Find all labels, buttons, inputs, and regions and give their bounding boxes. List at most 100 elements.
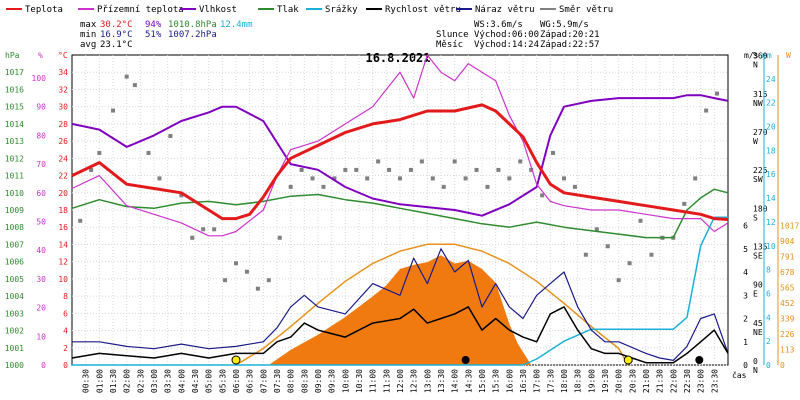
tick-mm-16: 16 — [766, 170, 776, 179]
wind-direction-point — [89, 167, 94, 172]
stat-sun-label: Slunce — [436, 30, 469, 40]
tick-ms-0: 0 — [743, 361, 748, 370]
wind-direction-point — [715, 91, 720, 96]
tick-dir-name-4: S — [753, 213, 758, 222]
tick-hpa-1000: 1000 — [5, 361, 24, 370]
tick-time-25: 13:00 — [423, 369, 432, 393]
wind-direction-point — [474, 167, 479, 172]
tick-time-32: 16:30 — [519, 369, 528, 393]
tick-dir-deg-225: 225 — [753, 166, 768, 175]
tick-celsius-0: 0 — [63, 361, 68, 370]
chart-title: 16.8.2021 — [365, 51, 430, 65]
wind-direction-point — [562, 176, 566, 181]
axis-unit-headers: hPa % °C ° m/s mm W čas — [5, 51, 791, 380]
legend-label-vlhkost: Vlhkost — [199, 5, 237, 15]
tick-time-20: 10:30 — [355, 369, 364, 393]
wind-direction-point — [146, 150, 151, 155]
tick-percent-30: 30 — [36, 275, 46, 284]
tick-time-39: 20:00 — [615, 369, 624, 393]
tick-hpa-1014: 1014 — [5, 120, 24, 129]
tick-mm-18: 18 — [766, 146, 776, 155]
stat-max-hum: 94% — [145, 20, 162, 30]
wind-direction-point — [485, 184, 490, 189]
wind-direction-point — [310, 176, 315, 181]
tick-wm2-0: 0 — [780, 361, 785, 370]
tick-ms-1: 1 — [743, 338, 748, 347]
stat-avg-label: avg — [80, 40, 96, 50]
tick-dir-deg-180: 180 — [753, 204, 768, 213]
tick-time-37: 19:00 — [587, 369, 596, 393]
wind-direction-point — [496, 167, 501, 172]
tick-wm2-113: 113 — [780, 346, 795, 355]
legend-label-smer-vetru: Směr větru — [559, 5, 613, 15]
tick-mm-20: 20 — [766, 123, 776, 132]
sun-marker-0 — [231, 355, 241, 365]
stat-sunset: Západ:20:21 — [540, 30, 600, 40]
wind-direction-point — [507, 176, 512, 181]
wind-direction-point — [244, 269, 249, 274]
tick-celsius-34: 34 — [58, 68, 68, 77]
stat-max-temp: 30.2°C — [100, 20, 133, 30]
wind-direction-point — [365, 176, 370, 181]
legend: Teplota Přízemní teplota Vlhkost Tlak Sr… — [6, 5, 613, 15]
tick-time-28: 14:30 — [464, 369, 473, 393]
tick-ms-4: 4 — [743, 268, 748, 277]
tick-mm-22: 22 — [766, 99, 776, 108]
tick-celsius-6: 6 — [63, 309, 68, 318]
wind-direction-point — [408, 167, 413, 172]
tick-hpa-1010: 1010 — [5, 189, 24, 198]
tick-celsius-26: 26 — [58, 137, 68, 146]
tick-percent-0: 0 — [41, 361, 46, 370]
wind-direction-point — [693, 176, 698, 181]
tick-time-19: 10:00 — [341, 369, 350, 393]
unit-deg: ° — [752, 51, 757, 60]
tick-time-4: 02:30 — [136, 369, 145, 393]
tick-time-17: 09:00 — [314, 369, 323, 393]
tick-hpa-1007: 1007 — [5, 240, 24, 249]
stat-moon-label: Měsíc — [436, 40, 463, 50]
tick-mm-4: 4 — [766, 313, 771, 322]
tick-time-11: 06:00 — [232, 369, 241, 393]
tick-time-22: 11:30 — [382, 369, 391, 393]
tick-time-44: 22:30 — [683, 369, 692, 393]
tick-celsius-16: 16 — [58, 223, 68, 232]
tick-celsius-22: 22 — [58, 172, 68, 181]
stat-sunrise: Východ:06:00 — [474, 30, 539, 40]
wind-direction-points — [78, 74, 720, 291]
tick-wm2-452: 452 — [780, 299, 795, 308]
tick-time-14: 07:30 — [273, 369, 282, 393]
tick-time-13: 07:00 — [259, 369, 268, 393]
tick-time-43: 22:00 — [669, 369, 678, 393]
tick-time-34: 17:30 — [546, 369, 555, 393]
tick-wm2-791: 791 — [780, 253, 795, 262]
tick-hpa-1015: 1015 — [5, 103, 24, 112]
tick-dir-name-0: N — [753, 366, 758, 375]
legend-label-teplota: Teplota — [25, 5, 63, 15]
axes: 1000100110021003100410051006100710081009… — [5, 52, 800, 393]
wind-direction-point — [430, 176, 435, 181]
tick-hpa-1001: 1001 — [5, 344, 24, 353]
tick-dir-name-6: W — [753, 137, 758, 146]
tick-mm-12: 12 — [766, 218, 776, 227]
tick-celsius-14: 14 — [58, 240, 68, 249]
stat-rain: 12.4mm — [220, 20, 253, 30]
tick-time-9: 05:00 — [205, 369, 214, 393]
wind-direction-point — [124, 74, 129, 79]
tick-time-33: 17:00 — [533, 369, 542, 393]
moon-marker-1 — [695, 356, 704, 364]
stat-max-label: max — [80, 20, 97, 30]
tick-percent-10: 10 — [36, 332, 46, 341]
tick-time-26: 13:30 — [437, 369, 446, 393]
solar-radiation-area — [72, 243, 728, 366]
tick-time-30: 15:30 — [492, 369, 501, 393]
tick-ms-3: 3 — [743, 291, 748, 300]
tick-celsius-32: 32 — [58, 85, 68, 94]
stat-wg: WG:5.9m/s — [540, 20, 589, 30]
wind-direction-point — [398, 176, 402, 181]
tick-time-24: 12:30 — [410, 369, 419, 393]
wind-direction-point — [704, 108, 709, 113]
tick-mm-24: 24 — [766, 75, 776, 84]
unit-hpa: hPa — [5, 51, 20, 60]
tick-wm2-226: 226 — [780, 330, 795, 339]
